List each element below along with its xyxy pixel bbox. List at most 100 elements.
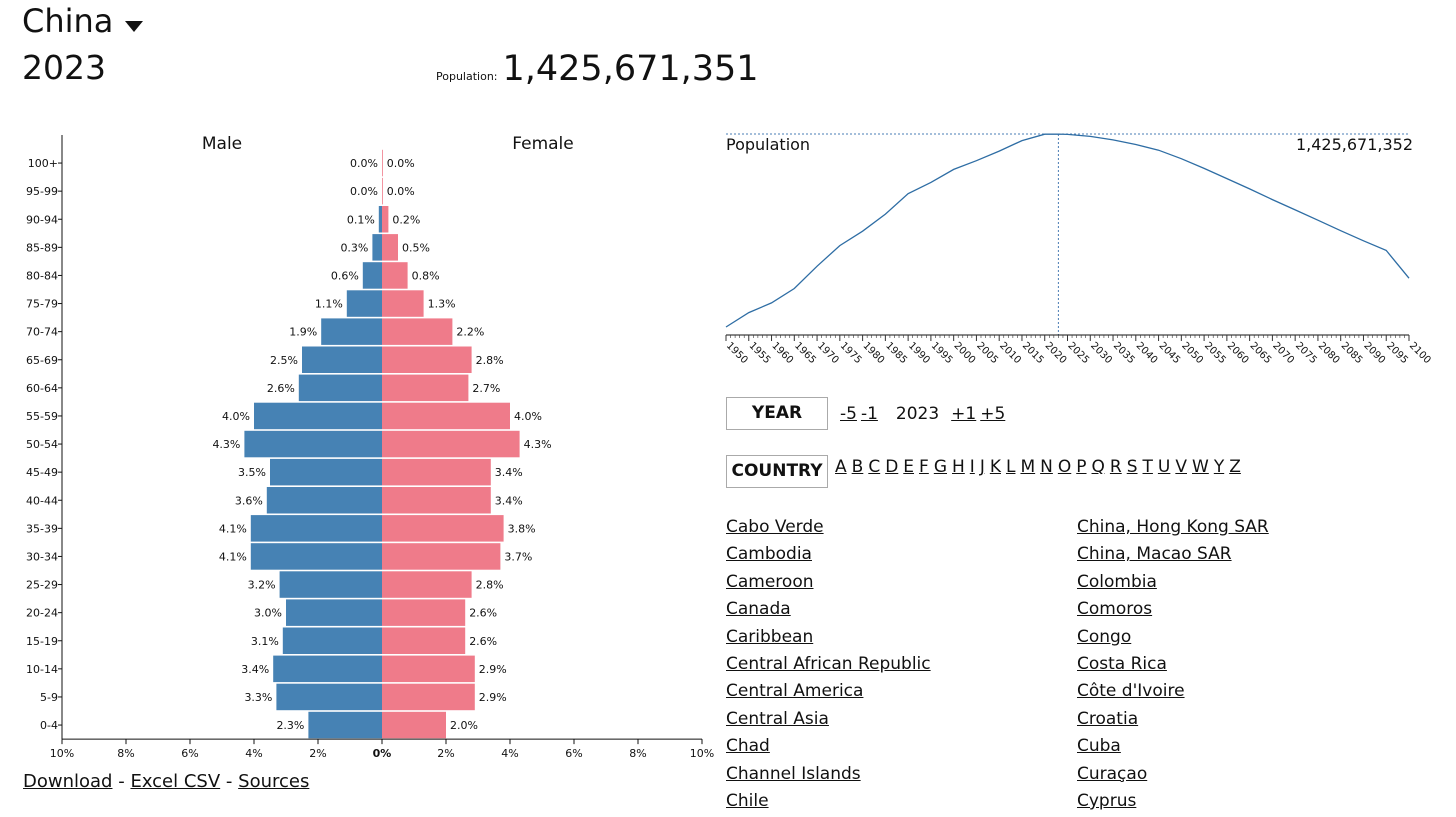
trend-x-tick-label: 2040 bbox=[1134, 340, 1160, 366]
male-bar bbox=[302, 346, 382, 373]
x-tick-label: 0% bbox=[373, 747, 392, 760]
country-link[interactable]: Central America bbox=[726, 681, 864, 702]
letter-link[interactable]: R bbox=[1109, 457, 1122, 477]
letter-link[interactable]: V bbox=[1175, 457, 1187, 477]
letter-link[interactable]: L bbox=[1005, 457, 1016, 477]
letter-link[interactable]: J bbox=[979, 457, 985, 477]
letter-link[interactable]: W bbox=[1192, 457, 1209, 477]
letter-link[interactable]: K bbox=[989, 457, 1001, 477]
male-value-label: 4.3% bbox=[212, 438, 240, 451]
year-minus-1-link[interactable]: -1 bbox=[860, 403, 878, 424]
country-link[interactable]: Central African Republic bbox=[726, 653, 931, 674]
download-link[interactable]: Download bbox=[23, 771, 113, 792]
letter-link[interactable]: U bbox=[1157, 457, 1171, 477]
letter-link[interactable]: D bbox=[885, 457, 899, 477]
footer-separator: - bbox=[118, 771, 125, 792]
year-plus-1-link[interactable]: +1 bbox=[951, 403, 977, 424]
letter-link[interactable]: T bbox=[1142, 457, 1153, 477]
trend-x-tick-label: 2015 bbox=[1020, 340, 1046, 366]
age-group-label: 70-74 bbox=[26, 326, 58, 339]
country-link[interactable]: Cambodia bbox=[726, 544, 812, 565]
male-bar bbox=[250, 543, 382, 570]
country-link[interactable]: Cyprus bbox=[1077, 790, 1137, 811]
letter-link[interactable]: Q bbox=[1091, 457, 1105, 477]
female-bar bbox=[382, 627, 466, 654]
population-label: Population: bbox=[436, 70, 498, 83]
letter-link[interactable]: C bbox=[868, 457, 881, 477]
country-link[interactable]: Caribbean bbox=[726, 626, 814, 647]
letter-link[interactable]: S bbox=[1126, 457, 1138, 477]
country-button[interactable]: COUNTRY bbox=[726, 455, 828, 488]
country-link[interactable]: Comoros bbox=[1077, 599, 1153, 620]
male-bar bbox=[273, 655, 382, 683]
trend-x-tick-label: 1975 bbox=[838, 340, 864, 366]
year-plus-5-link[interactable]: +5 bbox=[980, 403, 1006, 424]
country-link[interactable]: Cabo Verde bbox=[726, 517, 824, 537]
letter-link[interactable]: B bbox=[851, 457, 864, 477]
excel-csv-link[interactable]: Excel CSV bbox=[130, 771, 221, 792]
country-link[interactable]: Costa Rica bbox=[1077, 653, 1167, 674]
female-bar bbox=[382, 262, 408, 289]
country-title[interactable]: China bbox=[22, 2, 114, 40]
age-group-label: 5-9 bbox=[40, 691, 58, 704]
female-value-label: 0.5% bbox=[402, 241, 430, 254]
year-controls: YEAR -5 -1 2023 +1 +5 bbox=[726, 397, 1009, 430]
country-link[interactable]: Chad bbox=[726, 736, 770, 757]
country-list-column-2: China, Hong Kong SAR China, Macao SAR Colo… bbox=[1077, 515, 1269, 816]
trend-x-tick-label: 2090 bbox=[1361, 340, 1387, 366]
x-tick-label: 10% bbox=[690, 747, 714, 760]
letter-link[interactable]: Y bbox=[1213, 457, 1225, 477]
age-group-label: 50-54 bbox=[26, 438, 58, 451]
country-link[interactable]: Cuba bbox=[1077, 736, 1121, 757]
country-link[interactable]: Colombia bbox=[1077, 571, 1157, 592]
trend-x-tick-label: 1970 bbox=[815, 340, 841, 366]
footer-separator: - bbox=[225, 771, 233, 792]
country-link[interactable]: Chile bbox=[726, 790, 769, 811]
female-bar bbox=[382, 515, 504, 542]
letter-link[interactable]: H bbox=[952, 457, 965, 477]
letter-link[interactable]: F bbox=[919, 457, 929, 477]
letter-link[interactable]: O bbox=[1057, 457, 1072, 477]
letter-link[interactable]: P bbox=[1076, 457, 1087, 477]
country-link[interactable]: Canada bbox=[726, 599, 791, 620]
male-bar bbox=[321, 318, 382, 345]
letter-link[interactable]: I bbox=[969, 457, 975, 477]
country-link[interactable]: China, Macao SAR bbox=[1077, 544, 1232, 565]
trend-x-tick-label: 2050 bbox=[1179, 340, 1205, 366]
letter-link[interactable]: E bbox=[903, 457, 915, 477]
age-group-label: 85-89 bbox=[26, 241, 58, 254]
country-link[interactable]: Cameroon bbox=[726, 571, 814, 592]
age-group-label: 15-19 bbox=[26, 635, 58, 648]
trend-x-tick-label: 1960 bbox=[769, 340, 795, 366]
country-dropdown[interactable]: China bbox=[22, 2, 144, 40]
sources-link[interactable]: Sources bbox=[238, 771, 310, 792]
country-link[interactable]: China, Hong Kong SAR bbox=[1077, 517, 1269, 537]
male-header: Male bbox=[202, 134, 242, 154]
country-link[interactable]: Congo bbox=[1077, 626, 1132, 647]
trend-x-tick-label: 1985 bbox=[883, 340, 909, 366]
year-button[interactable]: YEAR bbox=[726, 397, 828, 430]
letter-link[interactable]: M bbox=[1020, 457, 1036, 477]
country-link[interactable]: Channel Islands bbox=[726, 763, 861, 784]
country-link[interactable]: Curaçao bbox=[1077, 763, 1148, 784]
female-bar bbox=[382, 655, 475, 683]
country-link[interactable]: Côte d'Ivoire bbox=[1077, 681, 1185, 702]
letter-link[interactable]: Z bbox=[1229, 457, 1241, 477]
trend-x-tick-label: 1965 bbox=[792, 340, 818, 366]
letter-link[interactable]: A bbox=[835, 457, 847, 477]
male-bar bbox=[282, 627, 382, 654]
year-minus-5-link[interactable]: -5 bbox=[840, 403, 857, 424]
trend-x-tick-label: 2095 bbox=[1384, 340, 1410, 366]
country-link[interactable]: Croatia bbox=[1077, 708, 1139, 729]
male-value-label: 0.6% bbox=[331, 269, 359, 282]
male-value-label: 3.5% bbox=[238, 466, 266, 479]
caret-down-icon[interactable] bbox=[125, 20, 144, 32]
male-value-label: 3.2% bbox=[248, 579, 276, 592]
female-value-label: 1.3% bbox=[428, 298, 456, 311]
female-bar bbox=[382, 374, 469, 402]
country-link[interactable]: Central Asia bbox=[726, 708, 829, 729]
female-bar bbox=[382, 683, 475, 711]
letter-link[interactable]: G bbox=[933, 457, 947, 477]
letter-link[interactable]: N bbox=[1040, 457, 1053, 477]
